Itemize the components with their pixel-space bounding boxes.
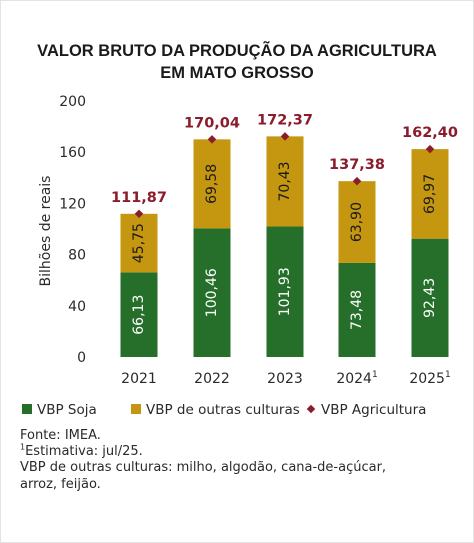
x-axis-ticks: 2021 2022 2023 20241 20251 — [121, 370, 451, 387]
total-label: 111,87 — [111, 190, 167, 206]
legend-item-outras-culturas-swatch — [131, 404, 141, 414]
bar-soja — [266, 226, 304, 357]
y-tick-label: 200 — [59, 94, 86, 110]
total-marker — [280, 132, 290, 141]
y-tick-label: 0 — [77, 350, 86, 366]
y-axis-ticks: 0 40 80 120 160 200 — [59, 94, 86, 366]
total-label: 162,40 — [402, 125, 458, 141]
legend-item-agricultura-label: VBP Agricultura — [321, 402, 426, 418]
other-crops-note-line-2: arroz, feijão. — [20, 476, 101, 492]
data-label-soja: 92,43 — [422, 278, 438, 318]
x-tick-label: 2021 — [121, 371, 157, 387]
chart-title-line-1: VALOR BRUTO DA PRODUÇÃO DA AGRICULTURA — [37, 40, 437, 60]
data-label-outras-culturas: 63,90 — [349, 202, 365, 242]
data-label-soja: 100,46 — [204, 268, 220, 317]
bar-outras-culturas — [193, 139, 231, 229]
bar-soja — [193, 228, 231, 357]
data-label-outras-culturas: 69,58 — [204, 164, 220, 204]
x-tick-label: 2023 — [267, 371, 303, 387]
data-label-outras-culturas: 45,75 — [131, 223, 147, 263]
total-label: 137,38 — [329, 157, 385, 173]
data-label-soja: 101,93 — [277, 267, 293, 316]
bar-outras-culturas — [120, 213, 158, 273]
legend-item-soja-label: VBP Soja — [37, 402, 97, 418]
bar-outras-culturas — [338, 181, 376, 263]
chart-title-line-2: EM MATO GROSSO — [160, 64, 314, 82]
y-axis-label: Bilhões de reais — [38, 176, 54, 287]
total-marker — [352, 176, 362, 186]
bars: 66,13 45,75 111,87 100,46 69,58 170,04 101,93 7… — [111, 112, 458, 357]
y-tick-label: 80 — [68, 248, 86, 264]
x-tick-label: 20241 — [336, 370, 377, 387]
bar-soja — [411, 238, 449, 357]
x-tick-label: 2022 — [194, 371, 230, 387]
total-marker — [425, 144, 435, 154]
y-tick-label: 120 — [59, 196, 86, 212]
data-label-outras-culturas: 70,43 — [277, 161, 293, 201]
legend-item-soja-swatch — [22, 404, 32, 414]
y-tick-label: 40 — [68, 299, 86, 315]
total-marker — [207, 135, 217, 144]
estimate-note: 1Estimativa: jul/25. — [20, 442, 143, 460]
legend-item-agricultura-swatch — [306, 404, 316, 414]
y-tick-label: 160 — [59, 145, 86, 161]
x-tick-label: 20251 — [409, 370, 450, 387]
data-label-soja: 66,13 — [131, 295, 147, 335]
footnotes: Fonte: IMEA. 1Estimativa: jul/25. VBP de… — [20, 428, 460, 493]
bar-outras-culturas — [266, 136, 304, 227]
bar-soja — [338, 262, 376, 357]
legend: VBP Soja VBP de outras culturas VBP Agricu… — [22, 402, 426, 418]
other-crops-note-line-1: VBP de outras culturas: milho, algodão, … — [20, 460, 387, 476]
bar-outras-culturas — [411, 149, 449, 239]
bar-soja — [120, 272, 158, 357]
data-label-outras-culturas: 69,97 — [422, 174, 438, 214]
total-marker — [134, 209, 144, 219]
data-label-soja: 73,48 — [349, 290, 365, 330]
source-note: Fonte: IMEA. — [20, 428, 101, 443]
total-label: 170,04 — [184, 115, 240, 131]
legend-item-outras-culturas-label: VBP de outras culturas — [146, 402, 300, 418]
total-label: 172,37 — [257, 112, 313, 128]
